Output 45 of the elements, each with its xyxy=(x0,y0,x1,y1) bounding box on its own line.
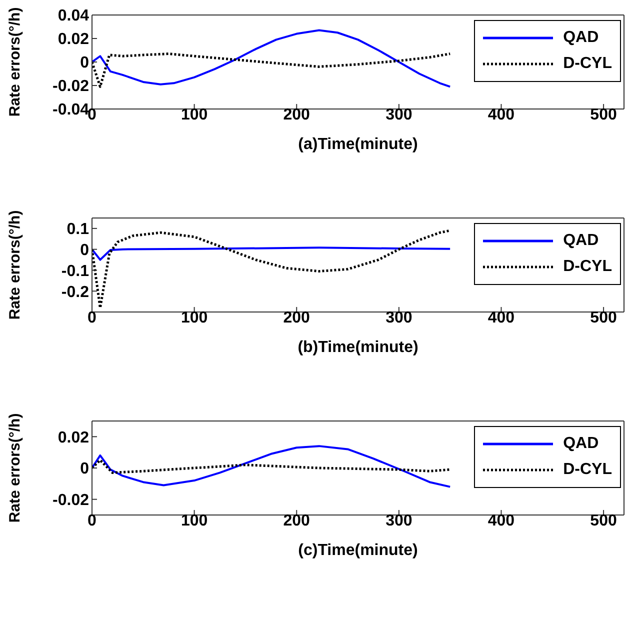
y-tick-label: -0.02 xyxy=(52,492,90,510)
line-series xyxy=(92,29,452,88)
y-tick-label: 0.04 xyxy=(58,8,90,25)
line-series xyxy=(92,52,452,88)
x-tick-label: 100 xyxy=(180,512,208,530)
y-axis-title: Rate errors(°/h) xyxy=(6,210,24,320)
x-axis-title: (c)Time(minute) xyxy=(298,542,418,559)
legend-label: QAD xyxy=(563,434,599,454)
x-tick-label: 200 xyxy=(283,309,310,326)
y-axis-title: Rate errors(°/h) xyxy=(6,413,24,523)
x-tick-label: 300 xyxy=(386,309,412,326)
legend-label: QAD xyxy=(563,231,599,251)
y-tick-label: -0.02 xyxy=(52,78,90,96)
x-tick-label: 500 xyxy=(590,512,617,530)
y-tick-label: 0.1 xyxy=(66,221,90,238)
legend-label: D-CYL xyxy=(563,54,612,74)
y-tick-label: -0.1 xyxy=(61,262,90,280)
legend-label: D-CYL xyxy=(563,257,612,277)
x-tick-label: 100 xyxy=(180,309,208,326)
line-series xyxy=(92,229,452,310)
x-tick-label: 100 xyxy=(180,106,208,124)
legend-label: D-CYL xyxy=(563,460,612,480)
line-series xyxy=(92,246,452,261)
x-tick-label: 400 xyxy=(488,512,515,530)
line-series xyxy=(92,458,452,474)
y-tick-label: 0 xyxy=(80,460,90,478)
x-tick-label: 400 xyxy=(488,309,515,326)
x-tick-label: 200 xyxy=(283,512,310,530)
x-tick-label: 400 xyxy=(488,106,515,124)
x-tick-label: 500 xyxy=(590,309,617,326)
x-tick-label: 500 xyxy=(590,106,617,124)
x-axis-title: (a)Time(minute) xyxy=(298,136,418,153)
y-tick-label: 0 xyxy=(80,242,90,260)
x-tick-label: 300 xyxy=(386,512,412,530)
line-series xyxy=(92,445,452,488)
x-axis-title: (b)Time(minute) xyxy=(298,339,418,356)
y-tick-label: -0.2 xyxy=(61,284,90,301)
y-tick-label: 0.02 xyxy=(58,31,90,48)
y-tick-label: -0.04 xyxy=(52,102,90,119)
y-axis-title: Rate errors(°/h) xyxy=(6,7,24,117)
legend-label: QAD xyxy=(563,28,599,48)
y-tick-label: 0.02 xyxy=(58,429,90,446)
x-tick-label: 300 xyxy=(386,106,412,124)
y-tick-label: 0 xyxy=(80,54,90,72)
x-tick-label: 200 xyxy=(283,106,310,124)
